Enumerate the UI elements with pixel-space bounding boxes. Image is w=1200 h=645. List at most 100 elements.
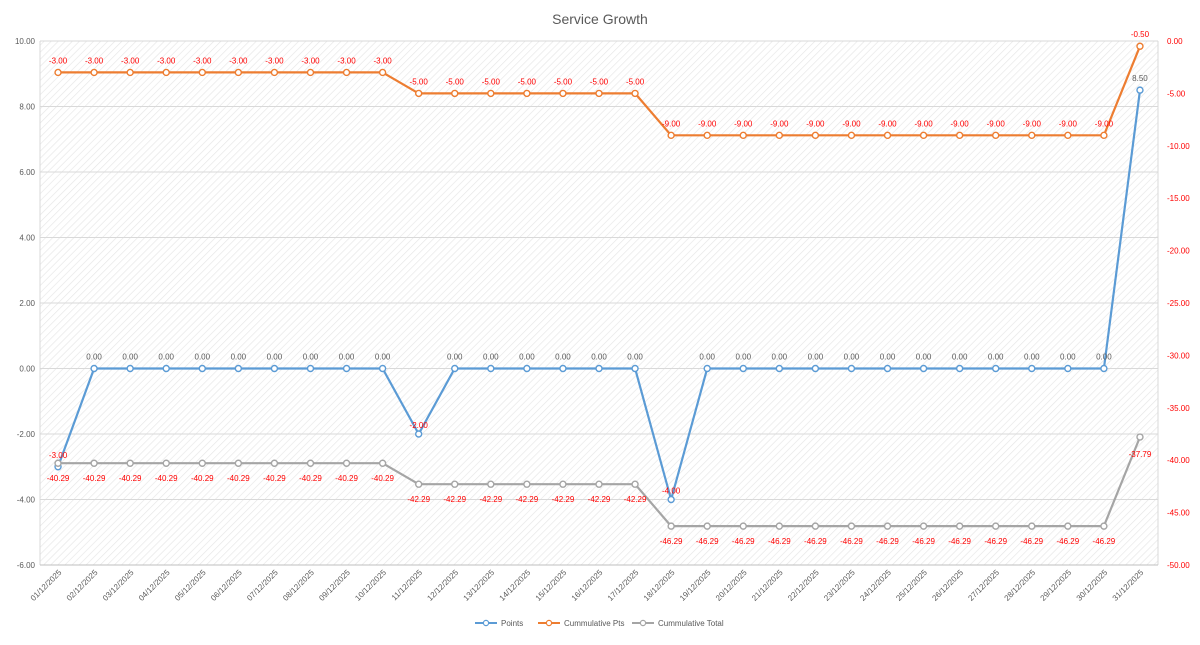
data-point-cummulative-pts [992, 131, 1000, 140]
data-point-cummulative-pts [1028, 131, 1036, 140]
data-label-cummulative-pts: -3.00 [193, 56, 212, 65]
y-left-tick-label: -4.00 [17, 496, 36, 505]
data-label-cummulative-pts: -9.00 [698, 119, 717, 128]
data-point-cummulative-total [487, 480, 495, 488]
legend-marker-cummulative-total [639, 619, 647, 627]
data-point-cummulative-total [847, 522, 856, 530]
data-label-cummulative-pts: -3.00 [265, 56, 284, 65]
data-point-points [667, 495, 675, 504]
y-right-tick-label: -20.00 [1167, 247, 1190, 256]
data-point-points [342, 364, 351, 373]
data-label-cummulative-pts: -9.00 [806, 119, 825, 128]
data-label-points: 0.00 [591, 353, 607, 362]
data-label-cummulative-total: -42.29 [552, 495, 575, 504]
y-right-tick-label: -5.00 [1167, 89, 1186, 98]
data-point-cummulative-total [1136, 433, 1144, 441]
data-point-cummulative-total [631, 480, 639, 488]
data-label-points: 0.00 [447, 353, 463, 362]
data-point-points [919, 364, 928, 373]
data-label-cummulative-total: -40.29 [227, 474, 250, 483]
data-label-points: 0.00 [519, 353, 535, 362]
data-point-cummulative-pts [306, 68, 315, 77]
data-point-points [1136, 86, 1144, 94]
data-label-cummulative-total: -37.79 [1129, 450, 1152, 459]
data-label-cummulative-pts: -0.50 [1131, 30, 1150, 39]
data-label-points: 0.00 [1024, 353, 1040, 362]
data-label-cummulative-pts: -9.00 [662, 119, 681, 128]
data-point-cummulative-total [955, 522, 964, 530]
data-point-cummulative-total [270, 459, 279, 467]
data-label-points: -2.00 [410, 421, 429, 430]
data-label-points: -4.00 [662, 487, 681, 496]
data-point-cummulative-pts [847, 131, 856, 140]
data-point-cummulative-total [162, 459, 170, 467]
data-label-cummulative-pts: -3.00 [301, 56, 320, 65]
data-label-points: 0.00 [916, 353, 932, 362]
data-point-points [847, 364, 856, 373]
data-point-cummulative-total [523, 480, 531, 488]
data-point-points [306, 364, 315, 373]
y-left-tick-label: 4.00 [19, 234, 35, 243]
data-point-points [162, 364, 170, 373]
data-point-points [1028, 364, 1036, 373]
data-label-points: 0.00 [772, 353, 788, 362]
data-label-cummulative-pts: -5.00 [446, 77, 465, 86]
data-point-points [992, 364, 1000, 373]
data-label-cummulative-pts: -3.00 [157, 56, 176, 65]
data-label-cummulative-total: -40.29 [47, 474, 70, 483]
data-labels: -3.00 0.00 0.00 0.00 0.00 0.00 0.00 0.00 0.00 0.0… [47, 30, 1152, 546]
y-right-tick-label: -45.00 [1167, 509, 1190, 518]
data-label-cummulative-total: -40.29 [299, 474, 322, 483]
data-label-points: 0.00 [483, 353, 499, 362]
data-point-points [1100, 364, 1108, 373]
data-label-cummulative-total: -42.29 [516, 495, 539, 504]
legend: Points Cummulative Pts Cummulative Total [475, 619, 724, 628]
data-label-cummulative-total: -46.29 [876, 537, 899, 546]
y-left-tick-label: 8.00 [19, 103, 35, 112]
data-label-cummulative-total: -40.29 [263, 474, 286, 483]
data-label-cummulative-pts: -9.00 [1095, 119, 1114, 128]
data-point-cummulative-pts [198, 68, 206, 77]
data-point-cummulative-pts [414, 89, 423, 98]
data-label-cummulative-pts: -9.00 [1023, 119, 1042, 128]
data-label-cummulative-total: -42.29 [588, 495, 611, 504]
data-label-cummulative-total: -46.29 [804, 537, 827, 546]
data-point-cummulative-pts [955, 131, 964, 140]
data-label-points: 0.00 [86, 353, 102, 362]
data-point-points [90, 364, 98, 373]
y-left-tick-label: 0.00 [19, 365, 35, 374]
data-label-cummulative-pts: -9.00 [1059, 119, 1078, 128]
data-point-cummulative-pts [739, 131, 747, 140]
y-left-tick-label: 10.00 [15, 37, 36, 46]
data-point-cummulative-pts [523, 89, 531, 98]
data-point-cummulative-pts [378, 68, 387, 77]
y-right-tick-label: -25.00 [1167, 299, 1190, 308]
data-label-cummulative-total: -46.29 [732, 537, 755, 546]
data-point-cummulative-total [414, 480, 423, 488]
data-point-cummulative-pts [451, 89, 459, 98]
data-label-cummulative-pts: -9.00 [987, 119, 1006, 128]
data-label-points: 0.00 [1096, 353, 1112, 362]
data-point-cummulative-total [919, 522, 928, 530]
data-label-cummulative-pts: -3.00 [121, 56, 140, 65]
y-right-tick-label: -15.00 [1167, 194, 1190, 203]
data-point-cummulative-pts [559, 89, 567, 98]
data-label-cummulative-total: -42.29 [443, 495, 466, 504]
data-point-cummulative-pts [126, 68, 134, 77]
data-point-points [811, 364, 820, 373]
data-point-cummulative-total [811, 522, 820, 530]
legend-label-cummulative-pts: Cummulative Pts [564, 619, 624, 628]
data-label-points: 0.00 [880, 353, 896, 362]
data-label-cummulative-total: -42.29 [479, 495, 502, 504]
data-point-cummulative-pts [54, 68, 62, 77]
data-point-points [559, 364, 567, 373]
data-point-cummulative-total [1100, 522, 1108, 530]
y-right-tick-label: -30.00 [1167, 351, 1190, 360]
y-right-tick-label: -40.00 [1167, 456, 1190, 465]
data-point-cummulative-total [992, 522, 1000, 530]
data-point-cummulative-total [883, 522, 892, 530]
data-point-points [378, 364, 387, 373]
data-label-cummulative-pts: -3.00 [337, 56, 356, 65]
data-label-cummulative-pts: -9.00 [951, 119, 970, 128]
